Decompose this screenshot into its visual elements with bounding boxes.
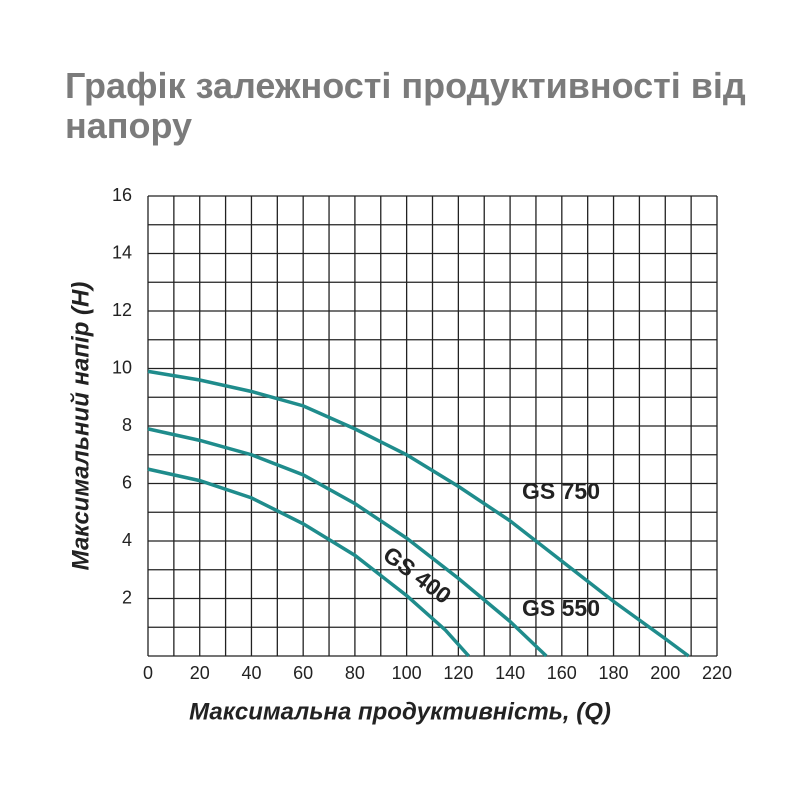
y-tick-label: 6 <box>122 472 132 492</box>
x-tick-label: 180 <box>599 663 629 683</box>
x-tick-label: 20 <box>190 663 210 683</box>
x-tick-label: 60 <box>293 663 313 683</box>
x-tick-label: 80 <box>345 663 365 683</box>
y-tick-label: 12 <box>112 300 132 320</box>
line-series <box>147 369 690 658</box>
x-axis-label: Максимальна продуктивність, (Q) <box>189 698 611 725</box>
line-series <box>147 467 471 658</box>
y-tick-label: 16 <box>112 185 132 205</box>
x-tick-label: 140 <box>495 663 525 683</box>
series-label: GS 750 <box>522 478 600 504</box>
y-tick-label: 2 <box>122 587 132 607</box>
x-tick-label: 100 <box>392 663 422 683</box>
x-tick-label: 200 <box>650 663 680 683</box>
x-tick-label: 120 <box>443 663 473 683</box>
y-tick-label: 10 <box>112 357 132 377</box>
x-tick-label: 220 <box>702 663 732 683</box>
x-tick-label: 40 <box>241 663 261 683</box>
x-tick-label: 160 <box>547 663 577 683</box>
series-label: GS 550 <box>522 595 600 621</box>
y-tick-label: 8 <box>122 415 132 435</box>
chart-title: Графік залежності продуктивності від нап… <box>65 65 746 146</box>
y-axis-label: Максимальний напір (H) <box>67 282 94 571</box>
y-tick-label: 4 <box>122 530 132 550</box>
y-tick-label: 14 <box>112 242 132 262</box>
line-series <box>147 427 548 658</box>
x-tick-label: 0 <box>143 663 153 683</box>
